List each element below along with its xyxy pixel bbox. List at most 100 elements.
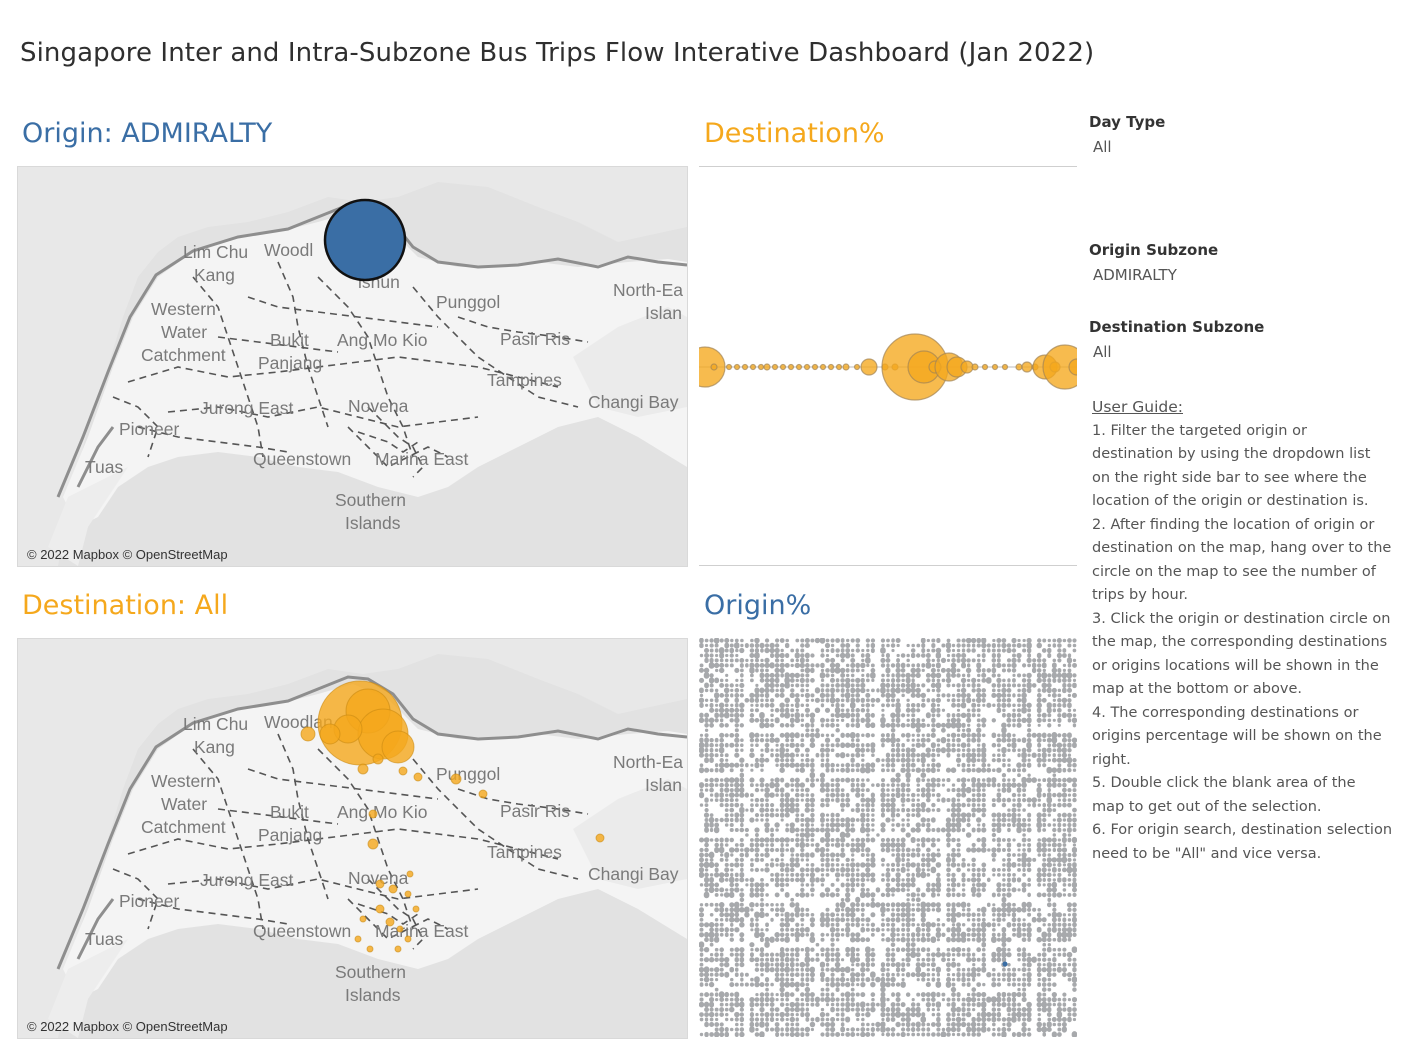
destination-pct-mark[interactable] [819,363,827,371]
map-place-labels: Lim Chu Kang Woodlan Punggol North-Ea Is… [85,712,683,1005]
map-malaysia-land [18,167,687,566]
user-guide-heading: User Guide: [1092,398,1183,416]
destination-bubble[interactable] [368,809,378,819]
origin-map-canvas[interactable]: Lim Chu Kang Woodl ishun Punggol North-E… [18,167,687,566]
destination-pct-mark[interactable] [749,363,757,371]
label-novena: Novena [348,868,409,888]
destination-bubble[interactable] [319,723,341,745]
destination-bubble[interactable] [375,879,385,889]
map-place-labels: Lim Chu Kang Woodl ishun Punggol North-E… [85,240,683,533]
destination-pct-mark[interactable] [1001,363,1009,371]
destination-bubble[interactable] [372,753,384,765]
destination-bubble[interactable] [412,905,420,913]
map-subzone-boundary [192,748,264,930]
destination-pct-mark[interactable] [860,358,878,376]
map-subzone-boundary [457,788,589,815]
destination-pct-mark[interactable] [1042,344,1077,390]
destination-pct-mark[interactable] [835,363,843,371]
label-southern: Southern [335,490,406,510]
label-jurong-east: Jurong East [200,870,294,890]
destination-pct-mark[interactable] [710,363,718,371]
destination-pct-mark[interactable] [991,363,999,371]
destination-bubble[interactable] [406,870,414,878]
map-subzone-boundary [137,898,289,925]
label-pioneer: Pioneer [119,891,179,911]
destination-pct-mark[interactable] [981,363,989,371]
user-guide-step: 2. After finding the location of origin … [1092,516,1392,604]
origin-map-title: Origin: ADMIRALTY [22,118,273,149]
origin-pct-selected-mark[interactable] [1002,961,1008,967]
destination-bubble[interactable] [385,917,395,927]
user-guide-step: 4. The corresponding destinations or ori… [1092,704,1382,768]
origin-admiralty-circle[interactable] [323,198,407,282]
destination-pct-mark[interactable] [733,363,741,371]
origin-map[interactable]: Lim Chu Kang Woodl ishun Punggol North-E… [17,166,688,567]
destination-bubble[interactable] [404,890,412,898]
destination-bubble[interactable] [367,838,379,850]
destination-bubble[interactable] [359,915,367,923]
map-subzone-boundary [317,748,414,930]
destination-map[interactable]: Lim Chu Kang Woodlan Punggol North-Ea Is… [17,638,688,1039]
destination-pct-chart[interactable] [699,167,1077,564]
destination-bubble[interactable] [450,773,462,785]
label-bukit: Bukit [270,802,309,822]
destination-pct-mark[interactable] [787,363,795,371]
destination-bubble[interactable] [388,884,398,894]
label-pasir-ris: Pasir Ris [500,329,570,349]
filter-day-type-dropdown[interactable]: All [1093,138,1112,156]
map-tuas-land [48,939,128,1038]
destination-bubble[interactable] [366,945,374,953]
destination-bubble[interactable] [375,904,385,914]
destination-pct-mark[interactable] [741,363,749,371]
origin-pct-matrix-canvas[interactable] [699,638,1077,1037]
origin-pct-matrix-dots[interactable] [699,638,1077,1037]
label-changi-bay: Changi Bay [588,864,679,884]
destination-bubble[interactable] [413,772,423,782]
destination-pct-mark[interactable] [1068,358,1077,376]
filter-destination-subzone-dropdown[interactable]: All [1093,343,1112,361]
label-panjang: Panjang [258,825,322,845]
destination-pct-mark[interactable] [763,363,771,371]
destination-pct-mark[interactable] [1015,363,1023,371]
label-kang: Kang [194,265,235,285]
destination-pct-mark[interactable] [779,363,787,371]
destination-bubble[interactable] [300,726,316,742]
destination-bubble[interactable] [404,935,412,943]
destination-bubble[interactable] [478,789,488,799]
label-water: Water [161,794,207,814]
destination-bubble[interactable] [381,730,415,764]
destination-bubble[interactable] [357,763,369,775]
destination-pct-mark[interactable] [971,363,979,371]
destination-bubble[interactable] [398,766,408,776]
label-lim-chu: Lim Chu [183,242,248,262]
filter-origin-subzone-dropdown[interactable]: ADMIRALTY [1093,266,1177,284]
destination-pct-mark[interactable] [795,363,803,371]
destination-bubbles[interactable] [300,680,605,953]
map-expressway-west [76,898,115,960]
destination-bubble[interactable] [595,833,605,843]
map-subzone-boundary [192,276,264,458]
origin-pct-matrix[interactable] [699,638,1077,1037]
destination-bubble[interactable] [396,925,404,933]
destination-pct-mark[interactable] [757,363,765,371]
destination-bubble[interactable] [354,935,362,943]
label-kang: Kang [194,737,235,757]
destination-pct-mark[interactable] [803,363,811,371]
user-guide-step: 1. Filter the targeted origin or destina… [1092,422,1371,510]
label-punggol: Punggol [436,292,500,312]
destination-pct-mark[interactable] [853,363,861,371]
destination-pct-mark[interactable] [960,360,974,374]
label-jurong-east: Jurong East [200,398,294,418]
destination-pct-mark[interactable] [725,363,733,371]
destination-pct-mark[interactable] [842,363,850,371]
destination-pct-mark[interactable] [1021,361,1033,373]
label-tampines: Tampines [487,842,562,862]
destination-pct-mark[interactable] [811,363,819,371]
destination-map-canvas[interactable]: Lim Chu Kang Woodlan Punggol North-Ea Is… [18,639,687,1038]
destination-pct-mark[interactable] [771,363,779,371]
destination-pct-mark[interactable] [827,363,835,371]
destination-bubble[interactable] [394,945,402,953]
divider-bottom [699,565,1077,566]
map-subzone-boundary [217,336,339,353]
destination-pct-strip[interactable] [699,167,1077,564]
